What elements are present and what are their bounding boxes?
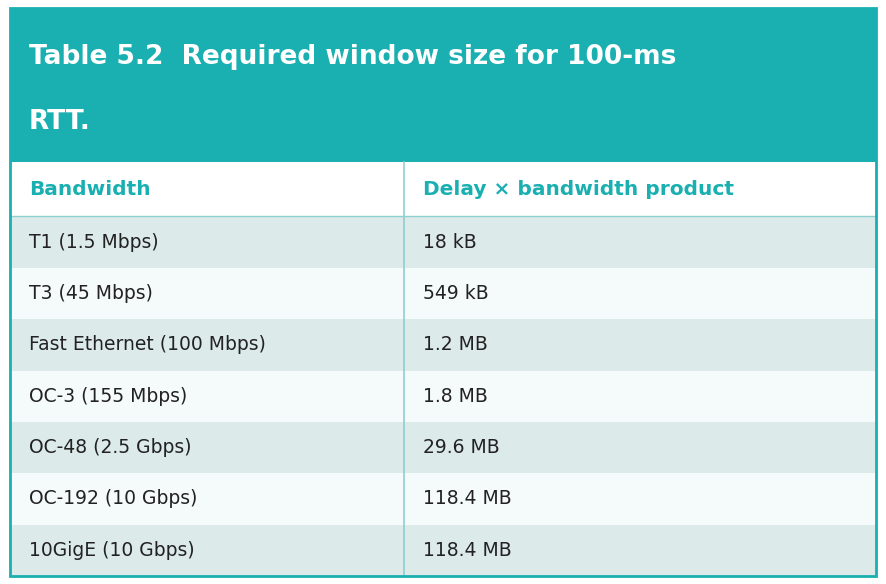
Text: Delay × bandwidth product: Delay × bandwidth product bbox=[424, 180, 734, 199]
Bar bbox=[10, 268, 876, 319]
Text: 1.2 MB: 1.2 MB bbox=[424, 335, 488, 354]
Text: OC-192 (10 Gbps): OC-192 (10 Gbps) bbox=[29, 489, 198, 509]
Text: T3 (45 Mbps): T3 (45 Mbps) bbox=[29, 284, 153, 303]
Text: 10GigE (10 Gbps): 10GigE (10 Gbps) bbox=[29, 541, 195, 560]
Text: 549 kB: 549 kB bbox=[424, 284, 489, 303]
Text: 118.4 MB: 118.4 MB bbox=[424, 541, 512, 560]
Text: 29.6 MB: 29.6 MB bbox=[424, 438, 500, 457]
Text: T1 (1.5 Mbps): T1 (1.5 Mbps) bbox=[29, 232, 159, 252]
Text: 18 kB: 18 kB bbox=[424, 232, 477, 252]
Bar bbox=[10, 422, 876, 473]
Text: 1.8 MB: 1.8 MB bbox=[424, 387, 488, 406]
Text: 118.4 MB: 118.4 MB bbox=[424, 489, 512, 509]
Text: OC-3 (155 Mbps): OC-3 (155 Mbps) bbox=[29, 387, 187, 406]
Text: OC-48 (2.5 Gbps): OC-48 (2.5 Gbps) bbox=[29, 438, 191, 457]
Bar bbox=[10, 524, 876, 576]
Bar bbox=[10, 370, 876, 422]
Text: RTT.: RTT. bbox=[29, 109, 91, 135]
Text: Bandwidth: Bandwidth bbox=[29, 180, 151, 199]
Text: Fast Ethernet (100 Mbps): Fast Ethernet (100 Mbps) bbox=[29, 335, 266, 354]
Bar bbox=[10, 319, 876, 370]
Bar bbox=[10, 217, 876, 268]
Bar bbox=[10, 162, 876, 217]
Bar bbox=[10, 473, 876, 524]
Bar bbox=[10, 8, 876, 162]
Text: Table 5.2  Required window size for 100-ms: Table 5.2 Required window size for 100-m… bbox=[29, 44, 676, 71]
